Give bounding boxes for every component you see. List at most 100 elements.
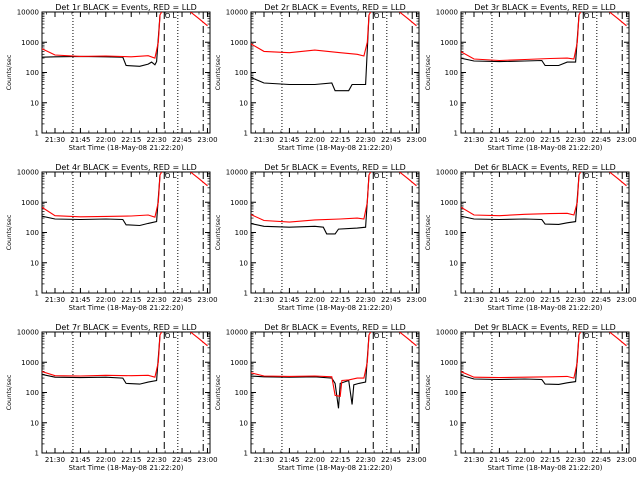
- marker-symbol: O: [374, 332, 380, 340]
- x-tick-label: 22:15: [121, 136, 141, 144]
- x-tick-label: 22:00: [305, 456, 325, 464]
- y-tick-label: 10000: [436, 169, 458, 177]
- x-tick-label: 22:30: [147, 136, 167, 144]
- x-tick-label: 22:30: [147, 456, 167, 464]
- y-tick-label: 1: [244, 130, 248, 138]
- x-tick-label: 22:00: [305, 296, 325, 304]
- x-tick-label: 21:30: [45, 456, 65, 464]
- marker-symbol: L: [172, 12, 176, 20]
- lld-series-line: [42, 172, 163, 218]
- x-tick-label: 21:45: [489, 136, 509, 144]
- marker-symbol: O: [584, 332, 590, 340]
- y-axis-label: Counts/sec: [5, 374, 13, 410]
- y-tick-label: 10000: [17, 9, 39, 17]
- chart-panel-2: Det 2r BLACK = Events, RED = LLD 1 10 100 10…: [214, 3, 427, 152]
- x-tick-label: 23:00: [616, 296, 636, 304]
- x-tick-label: 21:45: [279, 456, 299, 464]
- chart-title: Det 1r BLACK = Events, RED = LLD: [55, 3, 197, 12]
- x-tick-label: 22:00: [515, 456, 535, 464]
- y-tick-label: 100: [445, 229, 458, 237]
- x-axis-label: Start Time (18-May-08 21:22:20): [68, 304, 183, 312]
- series-group: [42, 172, 208, 227]
- x-tick-label: 22:45: [381, 296, 401, 304]
- x-tick-label: 22:30: [566, 136, 586, 144]
- x-tick-label: 22:00: [96, 456, 116, 464]
- lld-series-line: [190, 12, 208, 27]
- x-tick-label: 23:00: [616, 456, 636, 464]
- plot-frame: [41, 171, 211, 294]
- chart-panel-8: Det 8r BLACK = Events, RED = LLD 1 10 100 10…: [214, 323, 427, 472]
- plot-frame: [250, 11, 420, 134]
- x-tick-label: 21:45: [70, 456, 90, 464]
- x-axis-label: Start Time (18-May-08 21:22:20): [277, 304, 392, 312]
- chart-panel-6: Det 6r BLACK = Events, RED = LLD 1 10 100 10…: [424, 163, 637, 312]
- plot-frame: [460, 11, 630, 134]
- x-tick-label: 22:15: [540, 136, 560, 144]
- events-series-line: [251, 334, 370, 409]
- y-tick-label: 10: [239, 259, 248, 267]
- chart-panel-1: Det 1r BLACK = Events, RED = LLD 1 10 100 10…: [5, 3, 218, 152]
- x-tick-label: 22:00: [96, 136, 116, 144]
- y-tick-label: 10000: [17, 329, 39, 337]
- marker-symbol: L: [591, 172, 595, 180]
- y-tick-label: 10: [239, 419, 248, 427]
- y-tick-label: 1: [35, 450, 39, 458]
- events-series-line: [251, 14, 370, 92]
- x-tick-label: 23:00: [197, 136, 217, 144]
- y-tick-label: 10000: [17, 169, 39, 177]
- x-tick-label: 21:45: [70, 136, 90, 144]
- marker-symbol: L: [381, 332, 385, 340]
- y-tick-label: 10: [449, 419, 458, 427]
- series-group: [461, 332, 627, 385]
- y-tick-label: 1: [454, 450, 458, 458]
- y-axis-label: Counts/sec: [214, 54, 222, 90]
- x-tick-label: 22:45: [591, 136, 611, 144]
- lld-series-line: [251, 332, 372, 397]
- y-tick-label: 1: [244, 290, 248, 298]
- lld-series-line: [399, 172, 417, 187]
- plot-frame: [41, 11, 211, 134]
- chart-title: Det 6r BLACK = Events, RED = LLD: [474, 163, 616, 172]
- x-axis-label: Start Time (18-May-08 21:22:20): [277, 464, 392, 472]
- chart-panel-9: Det 9r BLACK = Events, RED = LLD 1 10 100 10…: [424, 323, 637, 472]
- chart-panel-5: Det 5r BLACK = Events, RED = LLD 1 10 100 10…: [214, 163, 427, 312]
- series-group: [251, 332, 417, 409]
- lld-series-line: [190, 332, 208, 347]
- y-tick-label: 1: [454, 130, 458, 138]
- x-axis-label: Start Time (18-May-08 21:22:20): [68, 144, 183, 152]
- x-tick-label: 23:00: [197, 296, 217, 304]
- x-tick-label: 22:15: [121, 456, 141, 464]
- y-tick-label: 1000: [230, 39, 248, 47]
- x-tick-label: 22:15: [330, 296, 350, 304]
- x-tick-label: 22:45: [172, 296, 192, 304]
- events-series-line: [42, 14, 161, 67]
- lld-series-line: [42, 12, 163, 59]
- events-series-line: [251, 174, 370, 235]
- plot-frame: [250, 171, 420, 294]
- y-tick-label: 10: [449, 99, 458, 107]
- series-group: [42, 332, 208, 385]
- chart-title: Det 9r BLACK = Events, RED = LLD: [474, 323, 616, 332]
- x-tick-label: 22:30: [566, 296, 586, 304]
- lld-series-line: [399, 332, 417, 347]
- x-tick-label: 21:30: [254, 456, 274, 464]
- chart-title: Det 3r BLACK = Events, RED = LLD: [474, 3, 616, 12]
- lld-series-line: [609, 12, 627, 27]
- y-tick-label: 100: [445, 389, 458, 397]
- marker-symbol: L: [381, 12, 385, 20]
- x-tick-label: 22:30: [566, 456, 586, 464]
- y-tick-label: 100: [26, 389, 39, 397]
- x-tick-label: 21:30: [464, 136, 484, 144]
- x-tick-label: 22:15: [540, 296, 560, 304]
- lld-series-line: [42, 332, 163, 378]
- x-tick-label: 21:45: [279, 136, 299, 144]
- lld-series-line: [609, 172, 627, 187]
- series-group: [42, 12, 208, 67]
- series-group: [461, 12, 627, 67]
- y-tick-label: 1000: [440, 359, 458, 367]
- lld-series-line: [461, 12, 582, 62]
- x-axis-label: Start Time (18-May-08 21:22:20): [277, 144, 392, 152]
- y-tick-label: 1000: [440, 39, 458, 47]
- y-tick-label: 100: [26, 229, 39, 237]
- y-tick-label: 10000: [226, 329, 248, 337]
